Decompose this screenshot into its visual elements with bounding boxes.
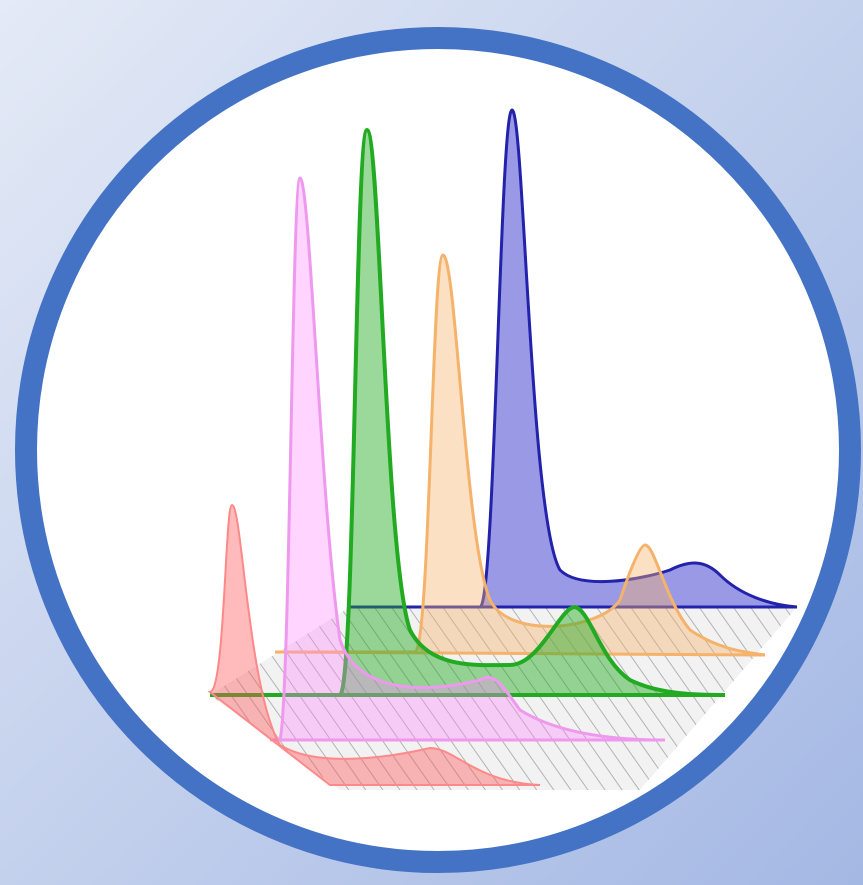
orange-curve	[274, 253, 766, 657]
red-curve	[207, 503, 541, 786]
pink-curve	[270, 176, 666, 742]
ridgeline-illustration	[207, 108, 798, 790]
green-curve	[210, 127, 726, 697]
blue-curve	[350, 108, 798, 609]
